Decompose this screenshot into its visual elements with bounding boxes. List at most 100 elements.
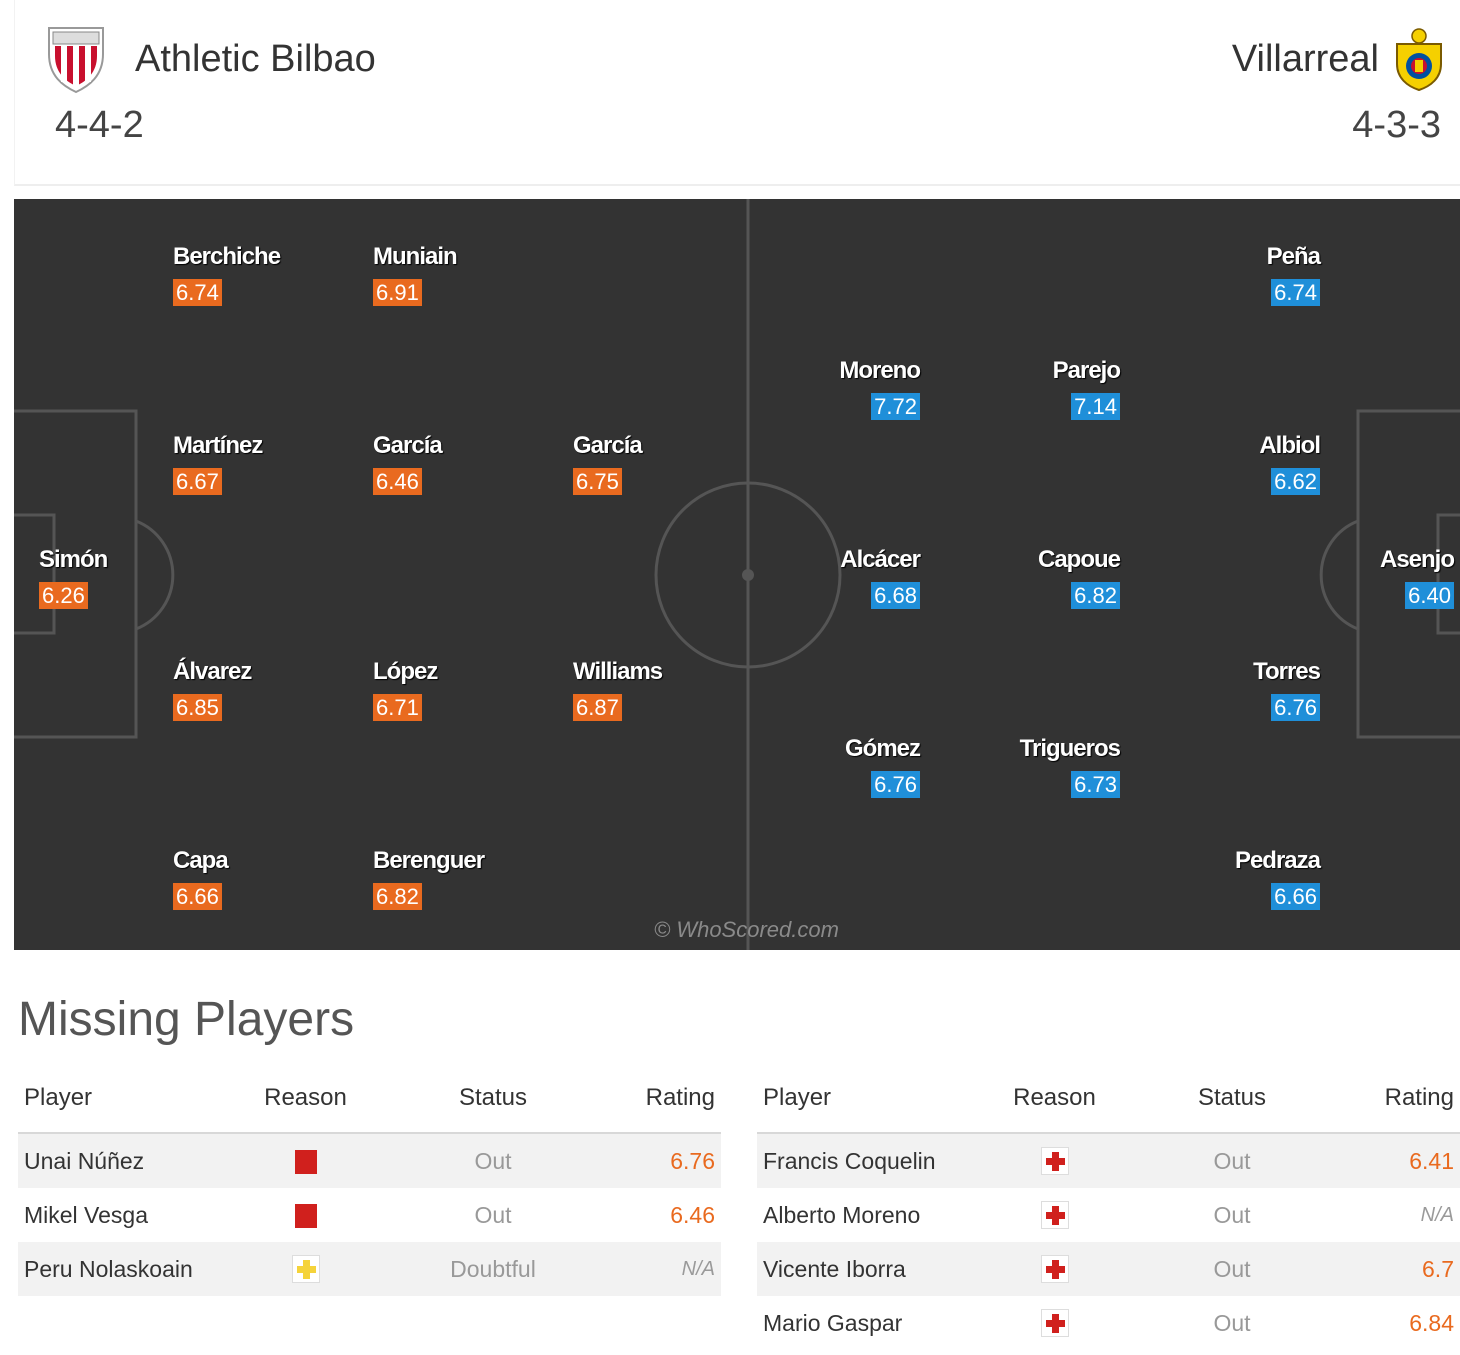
table-row[interactable]: Peru Nolaskoain Doubtful N/A <box>18 1242 721 1296</box>
away-missing-table: Player Reason Status Rating Francis Coqu… <box>757 1064 1460 1350</box>
player-rating: 6.87 <box>573 694 622 721</box>
away-formation: 4-3-3 <box>1352 104 1441 146</box>
player-name: Álvarez <box>173 658 252 685</box>
home-player-2[interactable]: Muniain 6.91 <box>373 243 458 306</box>
player-name: Torres <box>1253 658 1321 685</box>
player-rating: 6.62 <box>1271 468 1320 495</box>
rating-cell: N/A <box>603 1242 721 1296</box>
home-player-3[interactable]: Martínez 6.67 <box>173 432 263 495</box>
missing-player-name[interactable]: Vicente Iborra <box>757 1242 977 1296</box>
red-card-icon <box>294 1204 317 1229</box>
table-header-row: Player Reason Status Rating <box>18 1064 721 1134</box>
home-player-5[interactable]: García 6.75 <box>573 432 643 495</box>
home-formation: 4-4-2 <box>55 104 144 146</box>
status-cell: Doubtful <box>383 1242 603 1296</box>
reason-cell <box>228 1242 383 1296</box>
col-reason: Reason <box>228 1064 383 1134</box>
player-rating: 6.82 <box>373 883 422 910</box>
home-player-10[interactable]: Capa 6.66 <box>173 847 229 910</box>
player-rating: 6.73 <box>1071 771 1120 798</box>
col-rating: Rating <box>603 1064 721 1134</box>
player-name: López <box>373 658 438 685</box>
table-row[interactable]: Alberto Moreno Out N/A <box>757 1188 1460 1242</box>
player-name: Williams <box>573 658 663 685</box>
rating-cell: 6.84 <box>1409 1309 1454 1336</box>
missing-players-title: Missing Players <box>18 993 355 1046</box>
away-player-5[interactable]: Alcácer 6.68 <box>840 546 921 609</box>
player-rating: 6.26 <box>39 582 88 609</box>
player-rating: 6.82 <box>1071 582 1120 609</box>
player-rating: 7.14 <box>1071 393 1120 420</box>
rating-cell: 6.46 <box>670 1201 715 1228</box>
home-player-7[interactable]: Álvarez 6.85 <box>173 658 252 721</box>
table-row[interactable]: Mario Gaspar Out 6.84 <box>757 1296 1460 1350</box>
table-row[interactable]: Vicente Iborra Out 6.7 <box>757 1242 1460 1296</box>
away-player-4[interactable]: Albiol 6.62 <box>1259 432 1321 495</box>
player-name: Alcácer <box>840 546 921 573</box>
status-cell: Out <box>1132 1242 1332 1296</box>
reason-cell <box>228 1133 383 1188</box>
player-name: Pedraza <box>1234 847 1321 874</box>
away-player-3[interactable]: Parejo 7.14 <box>1053 357 1121 420</box>
away-player-6[interactable]: Capoue 6.82 <box>1038 546 1121 609</box>
away-player-9[interactable]: Gómez 6.76 <box>844 735 921 798</box>
away-player-1[interactable]: Peña 6.74 <box>1267 243 1321 306</box>
away-team-name[interactable]: Villarreal <box>1231 38 1379 80</box>
missing-player-name[interactable]: Francis Coquelin <box>757 1133 977 1188</box>
player-rating: 6.40 <box>1405 582 1454 609</box>
player-name: Martínez <box>173 432 263 459</box>
home-player-6[interactable]: Simón 6.26 <box>39 546 108 609</box>
col-status: Status <box>1132 1064 1332 1134</box>
table-row[interactable]: Mikel Vesga Out 6.46 <box>18 1188 721 1242</box>
player-rating: 6.76 <box>871 771 920 798</box>
away-player-8[interactable]: Torres 6.76 <box>1253 658 1321 721</box>
status-cell: Out <box>1213 1201 1251 1228</box>
away-player-7[interactable]: Asenjo 6.40 <box>1380 546 1455 609</box>
player-rating: 6.68 <box>871 582 920 609</box>
home-team-name[interactable]: Athletic Bilbao <box>135 38 376 80</box>
doubtful-cross-icon <box>291 1255 320 1284</box>
player-name: Berchiche <box>173 243 281 270</box>
status-cell: Out <box>474 1201 512 1228</box>
player-rating: 6.76 <box>1271 694 1320 721</box>
reason-cell <box>228 1188 383 1242</box>
player-rating: 7.72 <box>871 393 920 420</box>
away-player-10[interactable]: Trigueros 6.73 <box>1019 735 1121 798</box>
player-rating: 6.75 <box>573 468 622 495</box>
reason-cell <box>977 1242 1132 1296</box>
status-cell: Out <box>1132 1133 1332 1188</box>
player-name: Berenguer <box>373 847 485 874</box>
away-player-2[interactable]: Moreno 7.72 <box>839 357 921 420</box>
col-status: Status <box>383 1064 603 1134</box>
home-player-11[interactable]: Berenguer 6.82 <box>373 847 485 910</box>
match-header: Athletic Bilbao 4-4-2 Villarreal 4-3-3 <box>14 0 1460 186</box>
home-player-8[interactable]: López 6.71 <box>373 658 438 721</box>
injury-cross-icon <box>1040 1201 1069 1230</box>
injury-cross-icon <box>1040 1147 1069 1176</box>
away-player-11[interactable]: Pedraza 6.66 <box>1234 847 1321 910</box>
home-player-4[interactable]: García 6.46 <box>373 432 443 495</box>
injury-cross-icon <box>1040 1255 1069 1284</box>
table-header-row: Player Reason Status Rating <box>757 1064 1460 1134</box>
rating-cell: 6.41 <box>1332 1133 1460 1188</box>
missing-player-name[interactable]: Alberto Moreno <box>763 1201 921 1228</box>
rating-cell: N/A <box>1420 1203 1454 1226</box>
player-rating: 6.74 <box>173 279 222 306</box>
table-row[interactable]: Unai Núñez Out 6.76 <box>18 1133 721 1188</box>
missing-player-name[interactable]: Unai Núñez <box>18 1133 228 1188</box>
home-player-9[interactable]: Williams 6.87 <box>573 658 663 721</box>
player-rating: 6.91 <box>373 279 422 306</box>
missing-player-name[interactable]: Peru Nolaskoain <box>18 1242 228 1296</box>
col-reason: Reason <box>977 1064 1132 1134</box>
rating-cell: 6.76 <box>603 1133 721 1188</box>
player-name: Gómez <box>844 735 921 762</box>
home-player-1[interactable]: Berchiche 6.74 <box>173 243 281 306</box>
status-cell: Out <box>383 1133 603 1188</box>
missing-player-name[interactable]: Mario Gaspar <box>763 1309 903 1336</box>
player-name: Simón <box>39 546 108 573</box>
player-name: Moreno <box>839 357 921 384</box>
missing-player-name[interactable]: Mikel Vesga <box>24 1201 149 1228</box>
rating-cell: 6.7 <box>1332 1242 1460 1296</box>
table-row[interactable]: Francis Coquelin Out 6.41 <box>757 1133 1460 1188</box>
player-name: Trigueros <box>1019 735 1121 762</box>
